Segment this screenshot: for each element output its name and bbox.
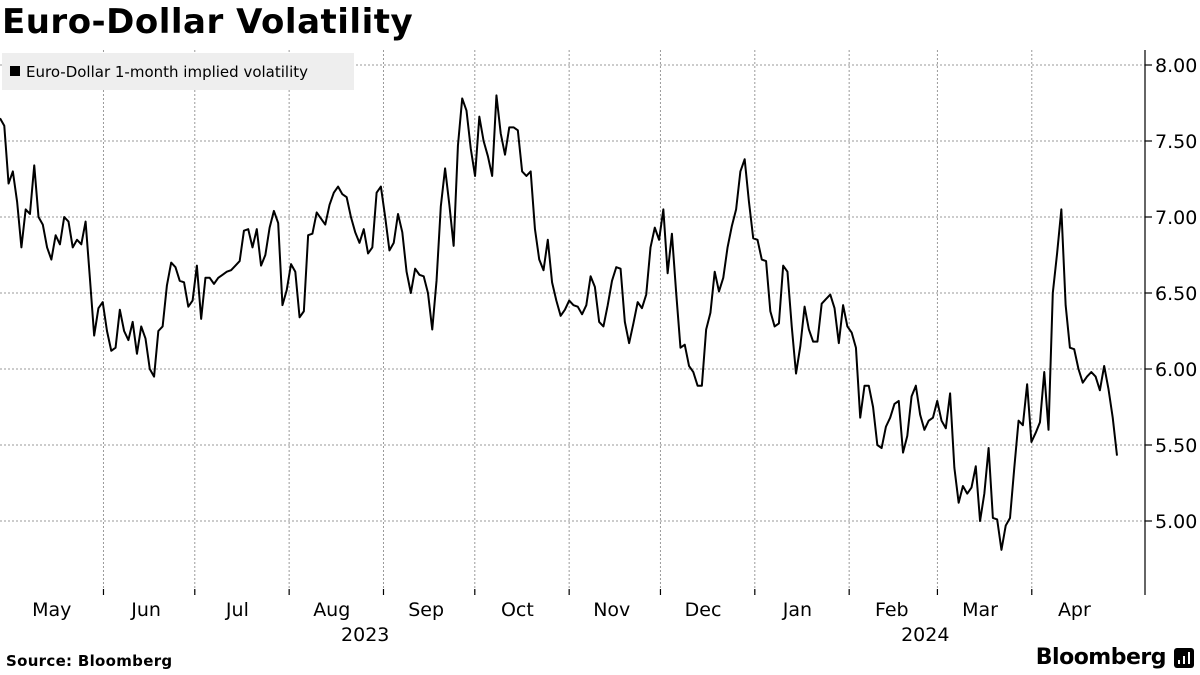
x-tick-label: Feb bbox=[875, 599, 909, 621]
x-tick-label: Nov bbox=[593, 599, 630, 621]
x-tick-label: Mar bbox=[962, 599, 998, 621]
x-tick-label: Jun bbox=[130, 599, 161, 621]
x-tick-label: Jul bbox=[225, 599, 249, 621]
year-label: 2024 bbox=[901, 624, 949, 646]
legend: Euro-Dollar 1-month implied volatility bbox=[2, 53, 354, 90]
series-layer bbox=[0, 94, 1118, 551]
x-tick-label: Aug bbox=[313, 599, 350, 621]
axis-layer: 5.00 5.50 6.00 6.50 7.00 7.50 8.00 May Jun Jul Aug… bbox=[32, 50, 1197, 646]
legend-label: Euro-Dollar 1-month implied volatility bbox=[26, 63, 308, 81]
y-tick-label: 8.00 bbox=[1155, 55, 1197, 77]
terminal-icon bbox=[1174, 648, 1194, 668]
legend-swatch bbox=[10, 66, 20, 76]
y-tick-label: 5.50 bbox=[1155, 435, 1197, 457]
y-tick-label: 6.00 bbox=[1155, 359, 1197, 381]
x-tick-label: Apr bbox=[1058, 599, 1091, 621]
y-tick-label: 7.00 bbox=[1155, 207, 1197, 229]
y-tick-label: 5.00 bbox=[1155, 511, 1197, 533]
x-tick-label: Dec bbox=[685, 599, 722, 621]
brand-logo-text: Bloomberg bbox=[1035, 645, 1167, 670]
x-tick-label: Sep bbox=[408, 599, 444, 621]
x-tick-label: May bbox=[32, 599, 71, 621]
chart-title: Euro-Dollar Volatility bbox=[2, 2, 414, 42]
source-note: Source: Bloomberg bbox=[6, 652, 173, 670]
x-tick-label: Oct bbox=[501, 599, 534, 621]
series-line-eurusd-vol bbox=[0, 94, 1118, 551]
y-tick-label: 7.50 bbox=[1155, 131, 1197, 153]
grid-layer bbox=[0, 50, 1145, 595]
y-tick-label: 6.50 bbox=[1155, 283, 1197, 305]
legend-background bbox=[2, 53, 354, 90]
x-tick-label: Jan bbox=[782, 599, 812, 621]
year-label: 2023 bbox=[341, 624, 389, 646]
